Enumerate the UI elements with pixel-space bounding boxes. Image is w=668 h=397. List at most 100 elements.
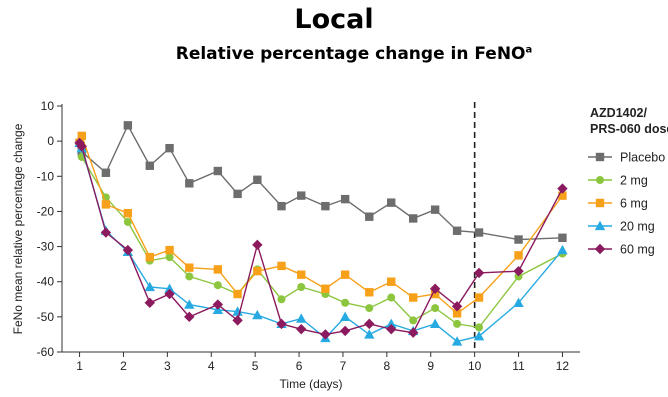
data-point-circle bbox=[213, 281, 222, 290]
data-point-square bbox=[253, 175, 262, 184]
series-placebo bbox=[75, 121, 567, 244]
data-point-square bbox=[474, 228, 484, 237]
data-point-diamond bbox=[212, 299, 224, 310]
data-point-square bbox=[558, 233, 567, 242]
data-point-square bbox=[408, 293, 418, 302]
x-tick-label: 11 bbox=[512, 359, 525, 373]
data-point-square bbox=[387, 198, 396, 207]
data-point-triangle bbox=[164, 283, 175, 293]
y-tick-label: -20 bbox=[37, 204, 55, 218]
data-point-square bbox=[185, 263, 194, 272]
data-point-square bbox=[595, 152, 605, 162]
series-line bbox=[78, 142, 563, 329]
data-point-square bbox=[297, 270, 306, 279]
data-point-square bbox=[474, 293, 484, 302]
data-point-square bbox=[145, 161, 154, 170]
y-tick-label: 10 bbox=[41, 99, 55, 113]
data-point-square bbox=[514, 251, 523, 260]
data-point-square bbox=[365, 212, 374, 221]
data-point-circle bbox=[596, 176, 604, 184]
data-point-diamond bbox=[296, 323, 307, 335]
series-line bbox=[78, 142, 563, 343]
data-point-diamond bbox=[232, 315, 243, 326]
data-point-circle bbox=[165, 253, 174, 262]
subtitle-text: Relative percentage change in FeNO bbox=[175, 44, 526, 64]
data-point-square bbox=[277, 261, 286, 271]
data-point-diamond bbox=[451, 301, 463, 312]
data-point-square bbox=[452, 226, 462, 235]
data-point-circle bbox=[123, 217, 132, 226]
data-point-square bbox=[233, 189, 242, 199]
x-tick-label: 9 bbox=[427, 359, 434, 373]
data-point-triangle bbox=[386, 318, 397, 329]
legend-title: PRS-060 dose bbox=[590, 122, 668, 136]
y-tick-label: -60 bbox=[37, 345, 55, 359]
data-point-diamond bbox=[407, 327, 419, 338]
data-point-triangle bbox=[429, 318, 441, 329]
chart-title: Local bbox=[294, 4, 374, 35]
x-tick-label: 2 bbox=[120, 359, 127, 373]
data-point-square bbox=[123, 208, 133, 218]
data-point-square bbox=[165, 143, 174, 153]
data-point-circle bbox=[341, 298, 350, 307]
y-tick-label: -30 bbox=[37, 240, 55, 254]
data-point-circle bbox=[431, 304, 440, 313]
x-tick-label: 8 bbox=[384, 359, 391, 373]
x-tick-label: 5 bbox=[252, 359, 259, 373]
data-point-square bbox=[340, 270, 350, 279]
data-point-square bbox=[185, 179, 194, 188]
data-point-triangle bbox=[296, 313, 307, 323]
x-tick-label: 1 bbox=[76, 359, 83, 373]
data-point-diamond bbox=[184, 311, 195, 323]
data-point-diamond bbox=[100, 227, 112, 238]
data-point-square bbox=[387, 277, 396, 286]
data-point-diamond bbox=[557, 183, 568, 194]
data-point-triangle bbox=[473, 330, 485, 341]
series-line bbox=[78, 123, 563, 241]
data-point-triangle bbox=[451, 336, 463, 346]
data-point-triangle bbox=[557, 244, 568, 255]
data-point-square bbox=[408, 214, 418, 223]
data-point-diamond bbox=[122, 244, 134, 256]
data-point-circle bbox=[185, 272, 194, 281]
data-point-triangle bbox=[184, 299, 195, 309]
data-point-circle bbox=[453, 319, 462, 328]
data-point-square bbox=[430, 205, 440, 214]
data-point-square bbox=[430, 289, 440, 299]
data-point-diamond bbox=[320, 329, 331, 340]
data-point-square bbox=[165, 245, 174, 255]
legend-entry-label: Placebo bbox=[620, 151, 665, 165]
data-point-triangle bbox=[144, 281, 155, 292]
data-point-square bbox=[101, 168, 111, 177]
data-point-diamond bbox=[76, 141, 87, 152]
series-60-mg bbox=[74, 137, 568, 340]
data-point-square bbox=[340, 194, 350, 204]
data-point-square bbox=[558, 191, 567, 200]
data-point-diamond bbox=[276, 318, 287, 330]
data-point-square bbox=[77, 131, 86, 141]
data-point-circle bbox=[277, 295, 286, 304]
chart-axes: 100-10-20-30-40-50-601 2 3 4 5 6 7 8 9 10 11 12Time… bbox=[11, 99, 580, 391]
legend-entry-label: 60 mg bbox=[620, 243, 655, 257]
data-point-triangle bbox=[252, 309, 263, 320]
data-point-diamond bbox=[513, 265, 524, 277]
data-point-circle bbox=[475, 323, 484, 332]
data-point-square bbox=[595, 198, 605, 208]
x-tick-label: 4 bbox=[208, 359, 215, 373]
data-point-circle bbox=[365, 304, 374, 313]
data-point-diamond bbox=[473, 267, 485, 279]
data-point-square bbox=[213, 265, 223, 274]
y-tick-label: -40 bbox=[37, 275, 55, 289]
data-point-diamond bbox=[339, 325, 351, 337]
series-line bbox=[78, 133, 564, 315]
y-axis-label: FeNo mean relative percentage change bbox=[11, 123, 25, 334]
data-point-square bbox=[253, 266, 262, 276]
series-6-mg bbox=[75, 131, 567, 318]
data-point-diamond bbox=[364, 318, 375, 330]
legend-title: AZD1402/ bbox=[590, 106, 647, 120]
data-point-square bbox=[145, 252, 154, 262]
data-point-triangle bbox=[232, 306, 243, 316]
data-point-square bbox=[365, 288, 374, 297]
data-point-square bbox=[123, 121, 133, 130]
x-tick-label: 7 bbox=[340, 359, 347, 373]
